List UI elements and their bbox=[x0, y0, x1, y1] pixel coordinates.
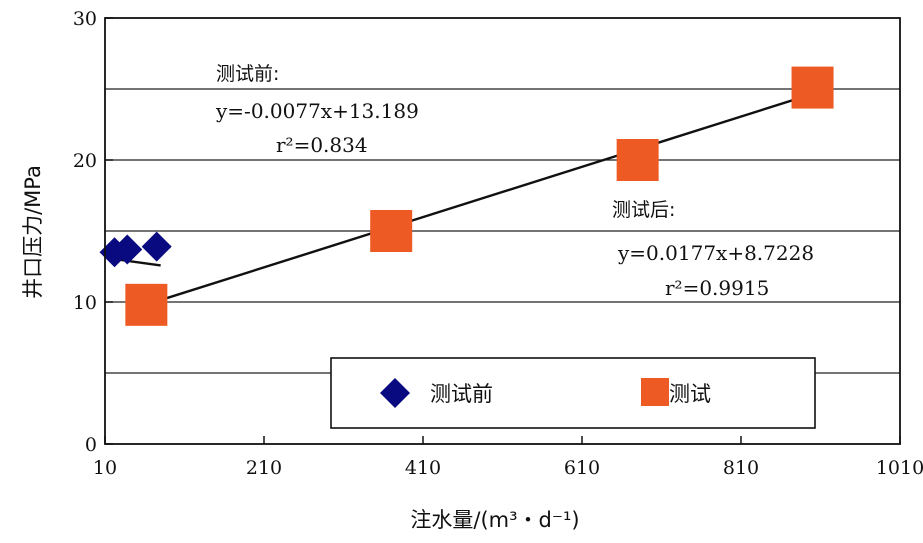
x-tick-label: 810 bbox=[723, 457, 759, 479]
x-tick-label: 1010 bbox=[876, 457, 923, 479]
x-axis-title: 注水量/(m³・d⁻¹) bbox=[410, 508, 579, 532]
legend-box bbox=[330, 357, 816, 429]
trendlines bbox=[114, 94, 809, 306]
annotation-before-r2: r²=0.834 bbox=[276, 133, 368, 157]
data-point-square bbox=[791, 66, 834, 109]
data-point-square bbox=[616, 139, 659, 181]
data-point-diamond bbox=[112, 234, 143, 265]
y-tick-label: 10 bbox=[73, 292, 97, 314]
annotation-before-equation: y=-0.0077x+13.189 bbox=[215, 99, 419, 123]
data-points bbox=[99, 66, 834, 326]
x-tick-label: 410 bbox=[405, 457, 441, 479]
y-tick-label: 20 bbox=[73, 150, 97, 172]
data-point-square bbox=[125, 283, 168, 326]
legend-label-after: 测试 bbox=[669, 382, 711, 406]
x-tick-label: 610 bbox=[564, 457, 600, 479]
data-point-diamond bbox=[141, 231, 172, 262]
annotation-after-r2: r²=0.9915 bbox=[665, 276, 769, 300]
grid-lines bbox=[105, 88, 900, 374]
trendline bbox=[145, 94, 809, 306]
y-tick-label: 30 bbox=[73, 8, 97, 30]
y-axis-title: 井口压力/MPa bbox=[21, 165, 45, 299]
legend: 测试前 测试 bbox=[330, 357, 816, 429]
legend-label-before: 测试前 bbox=[430, 382, 493, 406]
annotation-before-title: 测试前: bbox=[216, 63, 279, 85]
annotation-after-equation: y=0.0177x+8.7228 bbox=[617, 241, 814, 265]
x-tick-label: 210 bbox=[246, 457, 282, 479]
y-tick-label: 0 bbox=[85, 434, 97, 456]
trendline bbox=[114, 257, 161, 267]
x-tick-label: 10 bbox=[93, 457, 117, 479]
data-point-square bbox=[370, 210, 413, 252]
plot-frame bbox=[104, 17, 901, 445]
legend-marker-square-icon bbox=[641, 378, 669, 406]
annotation-after-title: 测试后: bbox=[612, 199, 675, 221]
legend-marker-diamond-icon bbox=[380, 378, 410, 408]
